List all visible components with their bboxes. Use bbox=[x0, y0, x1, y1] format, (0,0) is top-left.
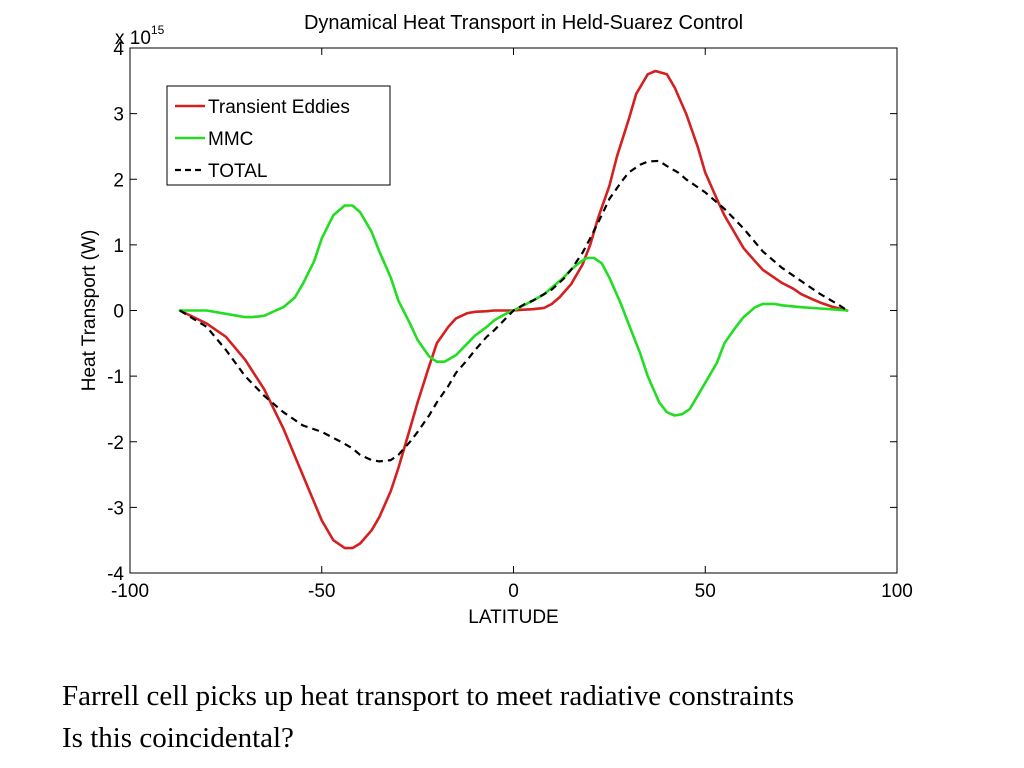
caption-line-1: Farrell cell picks up heat transport to … bbox=[62, 680, 795, 712]
y-tick-label: -4 bbox=[107, 564, 124, 585]
x-tick-label: 50 bbox=[695, 581, 716, 602]
y-tick-label: 2 bbox=[113, 170, 124, 191]
legend-box bbox=[166, 85, 391, 186]
x-tick-label: -100 bbox=[111, 581, 149, 602]
y-tick-label: 0 bbox=[113, 302, 124, 323]
caption-line-2: Is this coincidental? bbox=[62, 722, 294, 754]
y-tick-label: 3 bbox=[113, 105, 124, 126]
x-tick-label: 100 bbox=[881, 581, 913, 602]
y-tick-label: 4 bbox=[113, 39, 124, 60]
x-tick-label: -50 bbox=[308, 581, 335, 602]
chart-title: Dynamical Heat Transport in Held-Suarez … bbox=[304, 12, 743, 34]
x-axis-label: LATITUDE bbox=[468, 607, 558, 628]
series-line-total bbox=[179, 159, 848, 463]
x-tick-label: 0 bbox=[508, 581, 519, 602]
y-tick-label: -3 bbox=[107, 498, 124, 519]
y-tick-label: -1 bbox=[107, 367, 124, 388]
series-line-transient-eddies bbox=[178, 69, 849, 550]
y-multiplier-exponent: 15 bbox=[151, 23, 165, 37]
y-axis-label: Heat Transport (W) bbox=[79, 230, 100, 392]
heat-transport-chart: -100 -50 0 50 100 -4 -3 -2 -1 0 1 2 3 4x 1015 Dynamica… bbox=[79, 12, 913, 628]
legend-label: TOTAL bbox=[208, 161, 267, 182]
legend-label: MMC bbox=[208, 129, 253, 150]
y-tick-label: -2 bbox=[107, 433, 124, 454]
y-multiplier-label: x 1015 bbox=[115, 23, 165, 49]
y-tick-label: 1 bbox=[113, 236, 124, 257]
legend-label: Transient Eddies bbox=[208, 97, 350, 118]
